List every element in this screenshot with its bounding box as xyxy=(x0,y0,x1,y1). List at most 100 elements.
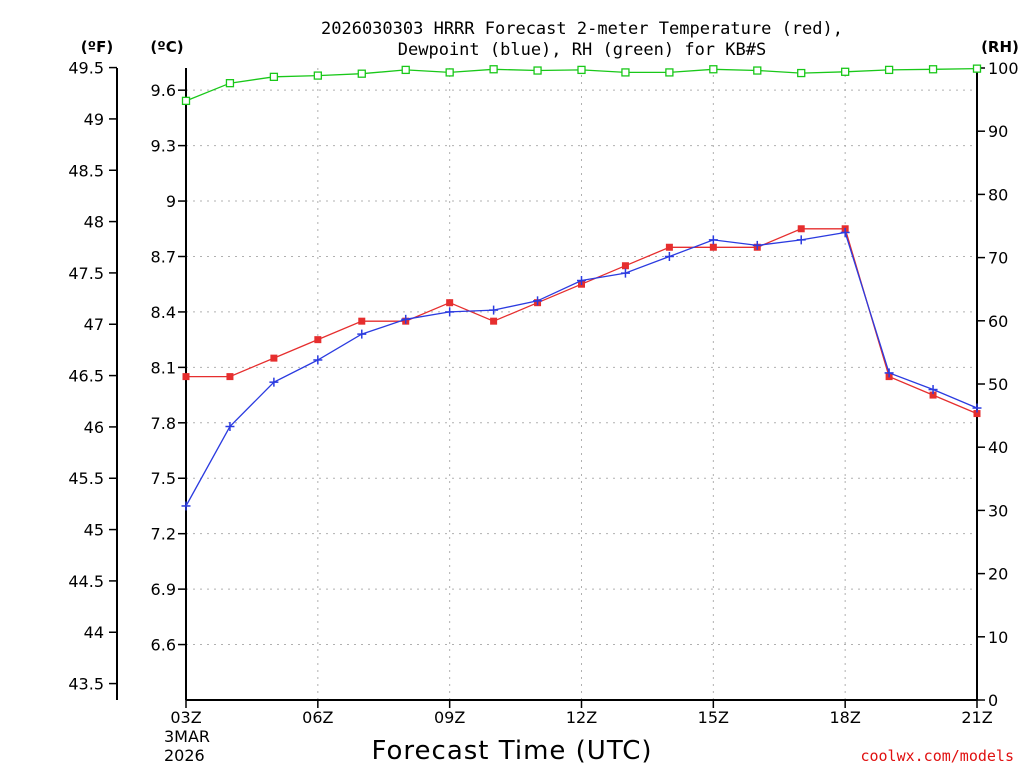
rh-point xyxy=(884,65,894,75)
rh-point xyxy=(753,66,762,75)
x-tick-label: 09Z xyxy=(434,708,465,727)
rh-tick-label: 100 xyxy=(988,59,1019,78)
rh-tick-label: 70 xyxy=(988,249,1008,268)
celsius-tick-label: 6.9 xyxy=(151,580,176,599)
celsius-tick-label: 8.4 xyxy=(151,303,176,322)
dewpoint-point xyxy=(181,501,191,511)
fahrenheit-tick-label: 47.5 xyxy=(68,264,104,283)
temperature-point xyxy=(621,262,629,270)
x-date-label: 2026 xyxy=(164,746,205,765)
dewpoint-point xyxy=(840,227,850,237)
dewpoint-point xyxy=(445,307,455,317)
temperature-point xyxy=(797,225,805,233)
x-tick-label: 18Z xyxy=(830,708,861,727)
temperature-point xyxy=(973,410,981,418)
dewpoint-point xyxy=(972,403,982,413)
dewpoint-point xyxy=(928,385,938,395)
rh-point xyxy=(797,68,806,78)
fahrenheit-tick-label: 45 xyxy=(84,521,104,540)
rh-point xyxy=(181,96,191,106)
celsius-tick-label: 7.8 xyxy=(151,414,176,433)
celsius-tick-label: 9 xyxy=(166,192,176,211)
celsius-tick-label: 6.6 xyxy=(151,636,176,655)
fahrenheit-tick-label: 48 xyxy=(84,213,104,232)
dewpoint-point xyxy=(664,251,674,261)
dewpoint-point xyxy=(752,240,762,250)
x-tick-label: 06Z xyxy=(302,708,333,727)
dewpoint-point xyxy=(269,377,279,387)
rh-point xyxy=(841,67,850,76)
dewpoint-point xyxy=(796,235,806,245)
axes-layer xyxy=(109,66,985,708)
dewpoint-point xyxy=(533,296,543,306)
temperature-point xyxy=(358,317,366,325)
fahrenheit-unit-label: (ºF) xyxy=(81,38,113,56)
x-tick-label: 21Z xyxy=(961,708,992,727)
fahrenheit-tick-label: 45.5 xyxy=(68,469,104,488)
x-axis-title: Forecast Time (UTC) xyxy=(371,736,652,766)
temperature-point xyxy=(270,354,278,362)
rh-point xyxy=(972,64,982,73)
temperature-point xyxy=(490,317,498,325)
dewpoint-point xyxy=(313,355,323,365)
rh-tick-label: 60 xyxy=(988,312,1008,331)
rh-point xyxy=(401,65,410,75)
celsius-unit-label: (ºC) xyxy=(150,38,183,56)
dewpoint-point xyxy=(357,329,367,339)
dewpoint-point xyxy=(401,314,411,324)
fahrenheit-tick-label: 48.5 xyxy=(68,161,104,180)
celsius-tick-label: 7.5 xyxy=(151,469,176,488)
rh-point xyxy=(928,65,938,74)
rh-tick-label: 50 xyxy=(988,375,1008,394)
dewpoint-point xyxy=(708,235,718,245)
grid-layer xyxy=(186,68,977,700)
temperature-point xyxy=(314,336,322,344)
temperature-point xyxy=(226,373,234,381)
rh-point xyxy=(577,65,586,75)
x-tick-label: 12Z xyxy=(566,708,597,727)
series-layer xyxy=(181,64,982,511)
fahrenheit-tick-label: 47 xyxy=(84,315,104,334)
rh-point xyxy=(313,71,322,80)
x-tick-label: 15Z xyxy=(698,708,729,727)
rh-tick-label: 90 xyxy=(988,122,1008,141)
rh-tick-label: 80 xyxy=(988,185,1008,204)
fahrenheit-tick-label: 43.5 xyxy=(68,675,104,694)
rh-point xyxy=(533,66,542,75)
rh-point xyxy=(445,68,454,77)
rh-tick-label: 30 xyxy=(988,501,1008,520)
rh-point xyxy=(225,79,235,88)
rh-tick-label: 10 xyxy=(988,628,1008,647)
chart-title-line1: 2026030303 HRRR Forecast 2-meter Tempera… xyxy=(321,19,843,39)
rh-point xyxy=(709,65,718,74)
dewpoint-point xyxy=(225,422,235,432)
rh-tick-label: 0 xyxy=(988,691,998,710)
celsius-tick-label: 9.3 xyxy=(151,137,176,156)
temperature-point xyxy=(446,299,454,307)
celsius-tick-label: 7.2 xyxy=(151,525,176,544)
rh-tick-label: 20 xyxy=(988,565,1008,584)
x-tick-label: 03Z xyxy=(170,708,201,727)
fahrenheit-tick-label: 46.5 xyxy=(68,367,104,386)
temperature-point xyxy=(665,243,673,251)
temperature-point xyxy=(182,373,190,381)
dewpoint-point xyxy=(489,305,499,315)
tick-labels-layer: 6.6 6.9 7.2 7.5 7.8 8.1 8.4 8.7 9 9.3 9.6 43.5 44 44.… xyxy=(68,59,1018,765)
credit-text: coolwx.com/models xyxy=(860,747,1014,765)
chart-title-line2: Dewpoint (blue), RH (green) for KB#S xyxy=(398,40,766,60)
rh-point xyxy=(269,72,279,81)
temperature-point xyxy=(929,391,937,399)
fahrenheit-tick-label: 44 xyxy=(84,623,104,642)
celsius-tick-label: 8.7 xyxy=(151,247,176,266)
celsius-tick-label: 9.6 xyxy=(151,81,176,100)
fahrenheit-tick-label: 49 xyxy=(84,110,104,129)
dewpoint-point xyxy=(620,268,630,278)
dewpoint-point xyxy=(884,368,894,378)
dewpoint-point xyxy=(577,276,586,286)
temperature-point xyxy=(709,243,717,251)
fahrenheit-tick-label: 46 xyxy=(84,418,104,437)
fahrenheit-tick-label: 49.5 xyxy=(68,59,104,78)
rh-unit-label: (RH) xyxy=(981,38,1019,56)
